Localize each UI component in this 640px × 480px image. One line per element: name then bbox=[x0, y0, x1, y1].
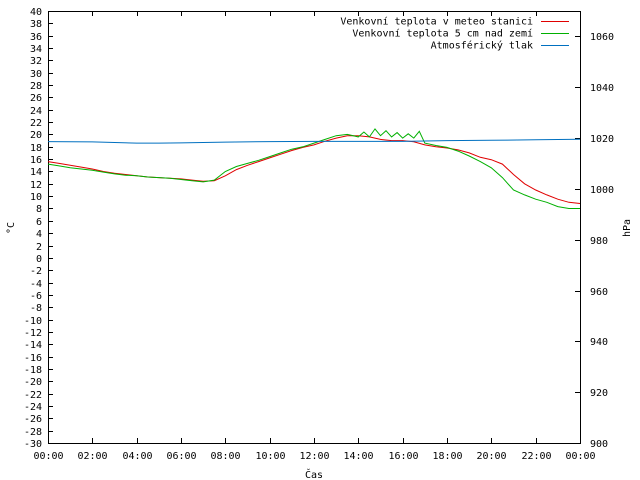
y-tick-label: 10 bbox=[30, 192, 42, 203]
x-tick-label: 02:00 bbox=[77, 451, 107, 462]
y-tick-label: 2 bbox=[36, 242, 42, 253]
legend: Venkovní teplota v meteo staniciVenkovní… bbox=[340, 16, 569, 52]
y2-tick-label: 960 bbox=[590, 287, 608, 298]
y-axis-left: 4038363432302826242220181614121086420-2-… bbox=[24, 7, 53, 450]
series-layer bbox=[47, 128, 581, 209]
x-axis: 00:00 02:00 04:00 06:00 08:00 10:00 12:00 14:00… bbox=[33, 11, 596, 462]
y-tick-label: 40 bbox=[30, 7, 42, 18]
x-tick-label: 22:00 bbox=[521, 451, 551, 462]
x-tick-label: 08:00 bbox=[210, 451, 240, 462]
y-tick-label: 6 bbox=[36, 217, 42, 228]
y-tick-label: -18 bbox=[24, 365, 42, 376]
y-tick-label: 14 bbox=[30, 167, 42, 178]
y2-tick-label: 1020 bbox=[590, 134, 614, 145]
series-line-1 bbox=[47, 135, 581, 204]
y2-tick-label: 1000 bbox=[590, 185, 614, 196]
y-tick-label: 20 bbox=[30, 130, 42, 141]
series-line-3 bbox=[47, 138, 581, 144]
x-tick-label: 06:00 bbox=[166, 451, 196, 462]
y-tick-label: -4 bbox=[30, 279, 42, 290]
y-tick-label: 12 bbox=[30, 180, 42, 191]
y-axis-label: °C bbox=[6, 222, 17, 234]
y-tick-label: -6 bbox=[30, 291, 42, 302]
y-tick-label: -28 bbox=[24, 427, 42, 438]
y-tick-label: 16 bbox=[30, 155, 42, 166]
x-axis-label: Čas bbox=[305, 468, 323, 480]
y-tick-label: 34 bbox=[30, 44, 42, 55]
y-tick-label: -24 bbox=[24, 402, 42, 413]
y-tick-label: 0 bbox=[36, 254, 42, 265]
y-tick-label: 22 bbox=[30, 118, 42, 129]
y-tick-label: 32 bbox=[30, 56, 42, 67]
legend-label-2: Venkovní teplota 5 cm nad zemí bbox=[352, 28, 533, 40]
y-tick-label: 36 bbox=[30, 32, 42, 43]
y2-tick-label: 980 bbox=[590, 236, 608, 247]
y2-tick-label: 900 bbox=[590, 439, 608, 450]
y-tick-label: -14 bbox=[24, 340, 42, 351]
y-tick-label: -2 bbox=[30, 266, 42, 277]
series-line-2 bbox=[47, 128, 580, 209]
x-tick-label: 18:00 bbox=[432, 451, 462, 462]
y2-tick-label: 940 bbox=[590, 337, 608, 348]
y-tick-label: 8 bbox=[36, 204, 42, 215]
y-tick-label: -22 bbox=[24, 390, 42, 401]
y2-axis-label: hPa bbox=[622, 219, 633, 237]
y-tick-label: 18 bbox=[30, 143, 42, 154]
x-tick-label: 00:00 bbox=[33, 451, 63, 462]
y-tick-label: -16 bbox=[24, 353, 42, 364]
y-axis-right: 1060 1040 1020 1000 980 960 940 920 900 bbox=[575, 32, 614, 450]
y-tick-label: -10 bbox=[24, 316, 42, 327]
y-tick-label: -20 bbox=[24, 377, 42, 388]
y-tick-label: -26 bbox=[24, 414, 42, 425]
legend-label-3: Atmosférický tlak bbox=[431, 40, 533, 52]
y2-tick-label: 920 bbox=[590, 388, 608, 399]
legend-label-1: Venkovní teplota v meteo stanici bbox=[340, 16, 533, 28]
x-tick-label: 04:00 bbox=[122, 451, 152, 462]
y-tick-label: 4 bbox=[36, 229, 42, 240]
y-tick-label: -12 bbox=[24, 328, 42, 339]
y-tick-label: 38 bbox=[30, 19, 42, 30]
x-tick-label: 10:00 bbox=[255, 451, 285, 462]
y-tick-label: 26 bbox=[30, 93, 42, 104]
y-tick-label: -30 bbox=[24, 439, 42, 450]
x-tick-label: 20:00 bbox=[476, 451, 506, 462]
y-tick-label: 30 bbox=[30, 69, 42, 80]
x-tick-label: 14:00 bbox=[343, 451, 373, 462]
y-tick-label: 24 bbox=[30, 106, 42, 117]
y-tick-label: 28 bbox=[30, 81, 42, 92]
y2-tick-label: 1060 bbox=[590, 32, 614, 43]
x-tick-label: 00:00 bbox=[565, 451, 595, 462]
plot-frame bbox=[48, 11, 581, 444]
y-tick-label: -8 bbox=[30, 303, 42, 314]
y2-tick-label: 1040 bbox=[590, 83, 614, 94]
x-tick-label: 12:00 bbox=[299, 451, 329, 462]
x-tick-label: 16:00 bbox=[388, 451, 418, 462]
